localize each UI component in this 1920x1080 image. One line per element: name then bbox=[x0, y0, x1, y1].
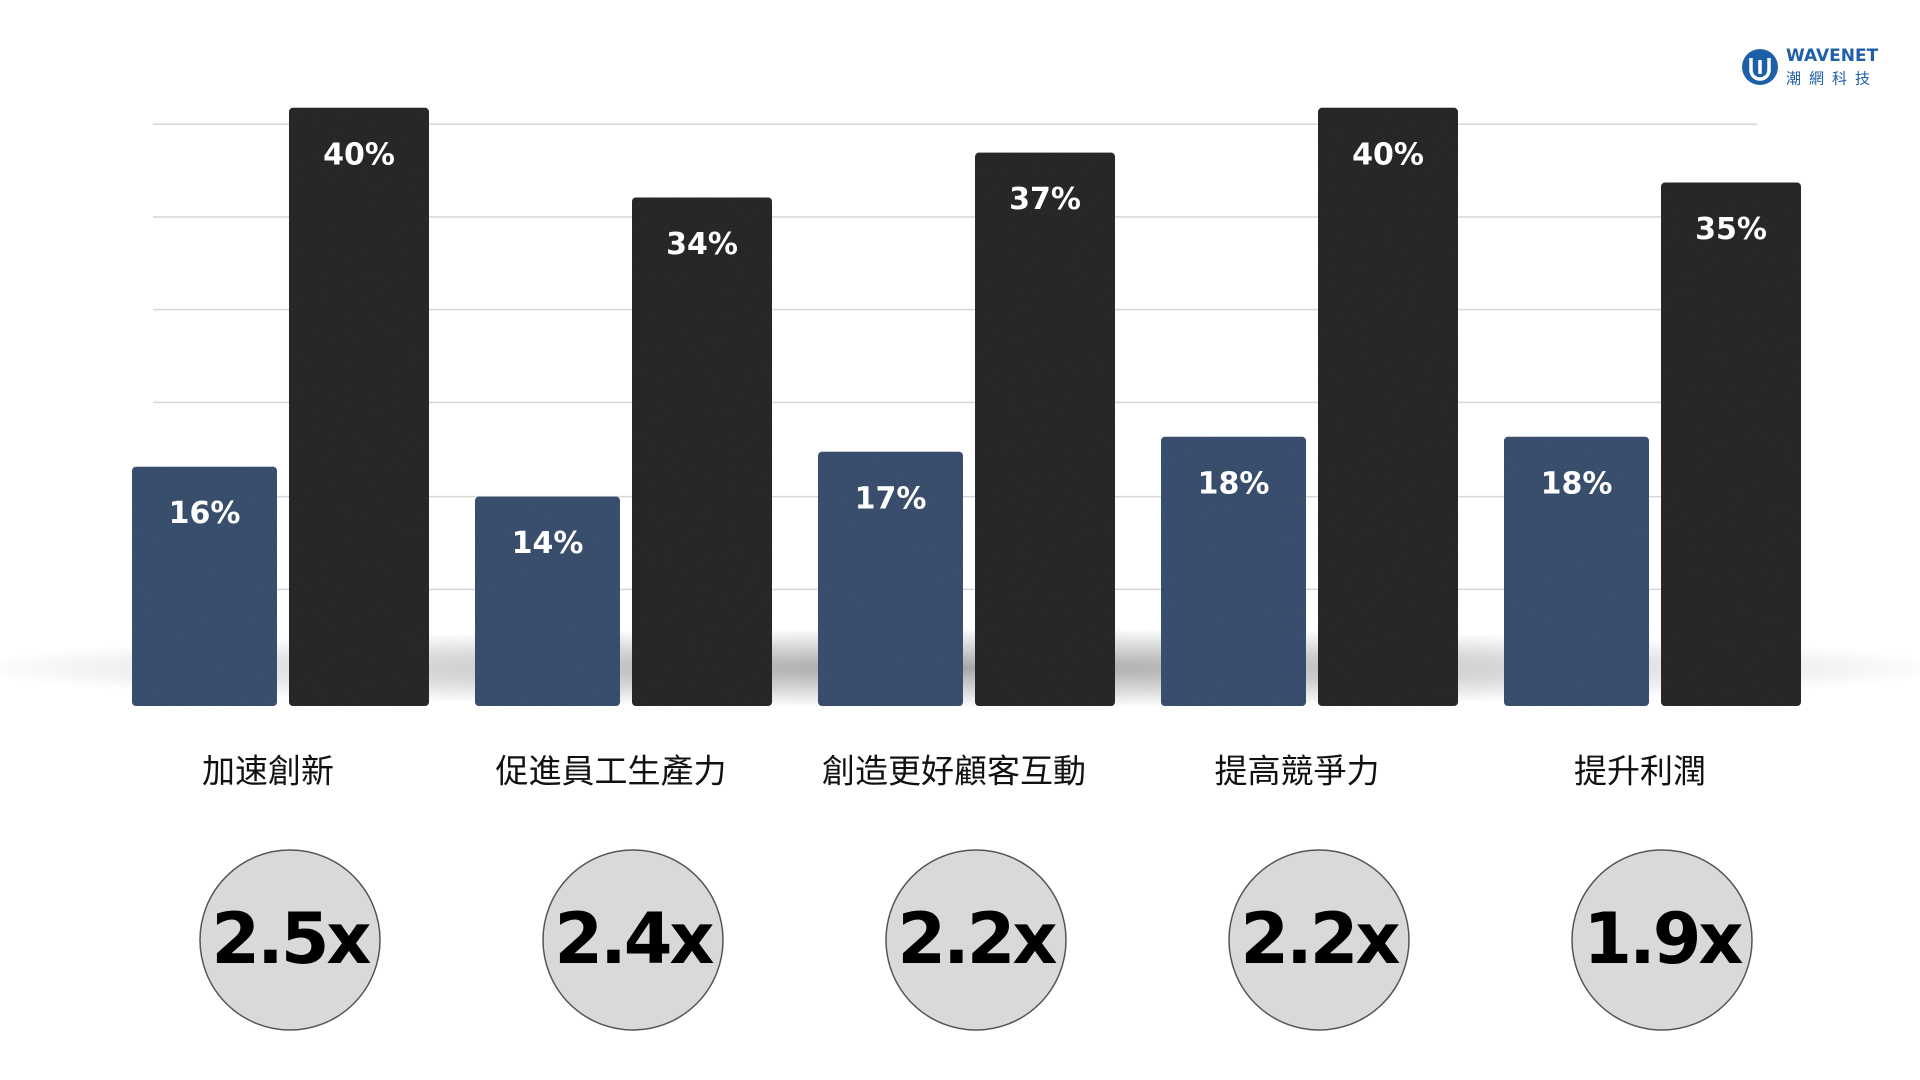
category-label: 促進員工生產力 bbox=[496, 752, 727, 791]
bar bbox=[975, 152, 1115, 707]
value-label: 18% bbox=[1541, 466, 1613, 501]
logo: WAVENET 潮網科技 bbox=[1742, 46, 1879, 88]
value-label: 40% bbox=[323, 137, 395, 172]
multiplier-badge bbox=[542, 849, 724, 1031]
bar bbox=[632, 197, 772, 706]
value-label: 17% bbox=[855, 481, 927, 516]
bar bbox=[289, 107, 429, 707]
multiplier-label: 2.2x bbox=[897, 898, 1057, 980]
multiplier-badge bbox=[1228, 849, 1410, 1031]
multiplier-label: 2.5x bbox=[211, 898, 371, 980]
multiplier-label: 2.4x bbox=[554, 898, 714, 980]
bar bbox=[132, 466, 277, 706]
multiplier-badge bbox=[199, 849, 381, 1031]
logo-glyph bbox=[1749, 58, 1771, 81]
bar bbox=[475, 496, 620, 706]
category-label: 加速創新 bbox=[202, 752, 334, 791]
value-label: 35% bbox=[1695, 212, 1767, 247]
multiplier-label: 1.9x bbox=[1583, 898, 1743, 980]
bar bbox=[1504, 436, 1649, 706]
logo-name: WAVENET bbox=[1786, 46, 1879, 66]
multiplier-badge bbox=[1571, 849, 1753, 1031]
logo-subtitle: 潮網科技 bbox=[1786, 70, 1878, 88]
multiplier-label: 2.2x bbox=[1240, 898, 1400, 980]
value-label: 14% bbox=[512, 526, 584, 561]
value-label: 34% bbox=[666, 227, 738, 262]
bar bbox=[1661, 182, 1801, 707]
category-label: 創造更好顧客互動 bbox=[822, 752, 1086, 791]
value-label: 18% bbox=[1198, 466, 1270, 501]
category-label: 提高競爭力 bbox=[1215, 752, 1380, 791]
bar bbox=[1161, 436, 1306, 706]
value-label: 16% bbox=[169, 496, 241, 531]
category-label: 提升利潤 bbox=[1574, 752, 1706, 791]
multiplier-badge bbox=[885, 849, 1067, 1031]
value-label: 37% bbox=[1009, 182, 1081, 217]
value-label: 40% bbox=[1352, 137, 1424, 172]
bar bbox=[818, 451, 963, 706]
bar bbox=[1318, 107, 1458, 707]
